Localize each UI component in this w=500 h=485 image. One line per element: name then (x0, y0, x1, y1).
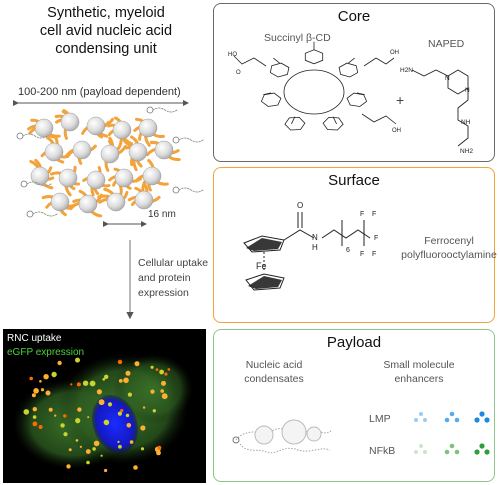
surface-title: Surface (328, 172, 380, 189)
uptake-line-2: and protein (138, 272, 191, 284)
micrograph-label-egfp-expression: eGFP expression (7, 347, 85, 358)
small-molecule-label: Small molecule enhancers (364, 358, 474, 386)
chem-h: H (312, 243, 318, 252)
chem-sub6: 6 (346, 247, 350, 254)
title-line-1: Synthetic, myeloid (47, 5, 165, 21)
nucleic-acid-condensate (232, 419, 333, 454)
small-molecule-line-2: enhancers (394, 373, 444, 385)
main-title: Synthetic, myeloid cell avid nucleic aci… (6, 4, 206, 58)
title-line-2: cell avid nucleic acid (39, 23, 173, 39)
succinyl-o-1: O (236, 70, 241, 76)
nucleic-acid-line-2: condensates (244, 373, 304, 385)
scale-bar-label: 16 nm (148, 209, 176, 220)
nucleic-acid-label: Nucleic acid condensates (224, 358, 324, 386)
uptake-line-1: Cellular uptake (138, 257, 209, 269)
particle-size-label: 100-200 nm (payload dependent) (18, 86, 181, 98)
succinyl-cd-label: Succinyl β-CD (264, 32, 331, 44)
lmp-dots (414, 411, 490, 423)
naped-label: NAPED (428, 38, 465, 50)
uptake-line-3: expression (138, 287, 189, 299)
nfkb-dots (414, 443, 490, 455)
core-panel: Core Succinyl β-CD NAPED + HO OH OH O H2… (213, 3, 495, 162)
row-label-nfkb: NFkB (369, 445, 396, 457)
payload-graphics (232, 411, 490, 455)
payload-panel: Payload Nucleic acid condensates Small m… (213, 329, 495, 482)
naped-n-2: N (465, 87, 470, 94)
naped-h2n: H2N (400, 67, 413, 74)
cyclodextrin-structure (260, 41, 368, 131)
row-label-lmp: LMP (369, 413, 391, 425)
ferrocenyl-line-2: polyfluorooctylamine (401, 249, 497, 261)
naped-n-1: N (445, 75, 450, 82)
succinyl-ho-1: HO (228, 52, 237, 58)
chem-f-3: F (374, 235, 378, 242)
succinyl-oh-1: OH (390, 50, 399, 56)
plus-sign: + (396, 92, 405, 108)
particle-cluster (16, 106, 204, 218)
succinyl-oh-2: OH (392, 128, 401, 134)
chem-n: N (312, 233, 318, 242)
payload-title: Payload (326, 334, 382, 351)
title-line-3: condensing unit (55, 41, 157, 57)
chem-f-4: F (360, 251, 364, 258)
ferrocenyl-line-1: Ferrocenyl (424, 235, 474, 247)
surface-panel: Surface Ferrocenyl polyfluorooctylamine … (213, 167, 497, 323)
chem-f-1: F (360, 211, 364, 218)
ferrocenyl-structure: O N H Fe 6 F F F F F (243, 201, 378, 291)
chem-fe: Fe (256, 261, 267, 271)
core-title: Core (337, 8, 371, 25)
micrograph-label-rnc-uptake: RNC uptake (7, 333, 62, 344)
nucleic-acid-line-1: Nucleic acid (245, 359, 303, 371)
chem-o: O (297, 201, 303, 210)
succinyl-arms (233, 55, 397, 125)
naped-nh2: NH2 (460, 148, 473, 155)
nanoparticle-illustration (13, 100, 204, 320)
micrograph-image (13, 354, 193, 473)
small-molecule-line-1: Small molecule (383, 359, 455, 371)
naped-structure (411, 69, 469, 147)
ferrocenyl-label: Ferrocenyl polyfluorooctylamine (394, 234, 500, 262)
uptake-label: Cellular uptake and protein expression (138, 256, 208, 301)
core-structures: HO OH OH O H2N N N NH NH2 (228, 41, 473, 155)
chem-f-5: F (372, 251, 376, 258)
fluorescence-micrograph (3, 329, 206, 483)
naped-nh: NH (461, 119, 471, 126)
chem-f-2: F (372, 211, 376, 218)
